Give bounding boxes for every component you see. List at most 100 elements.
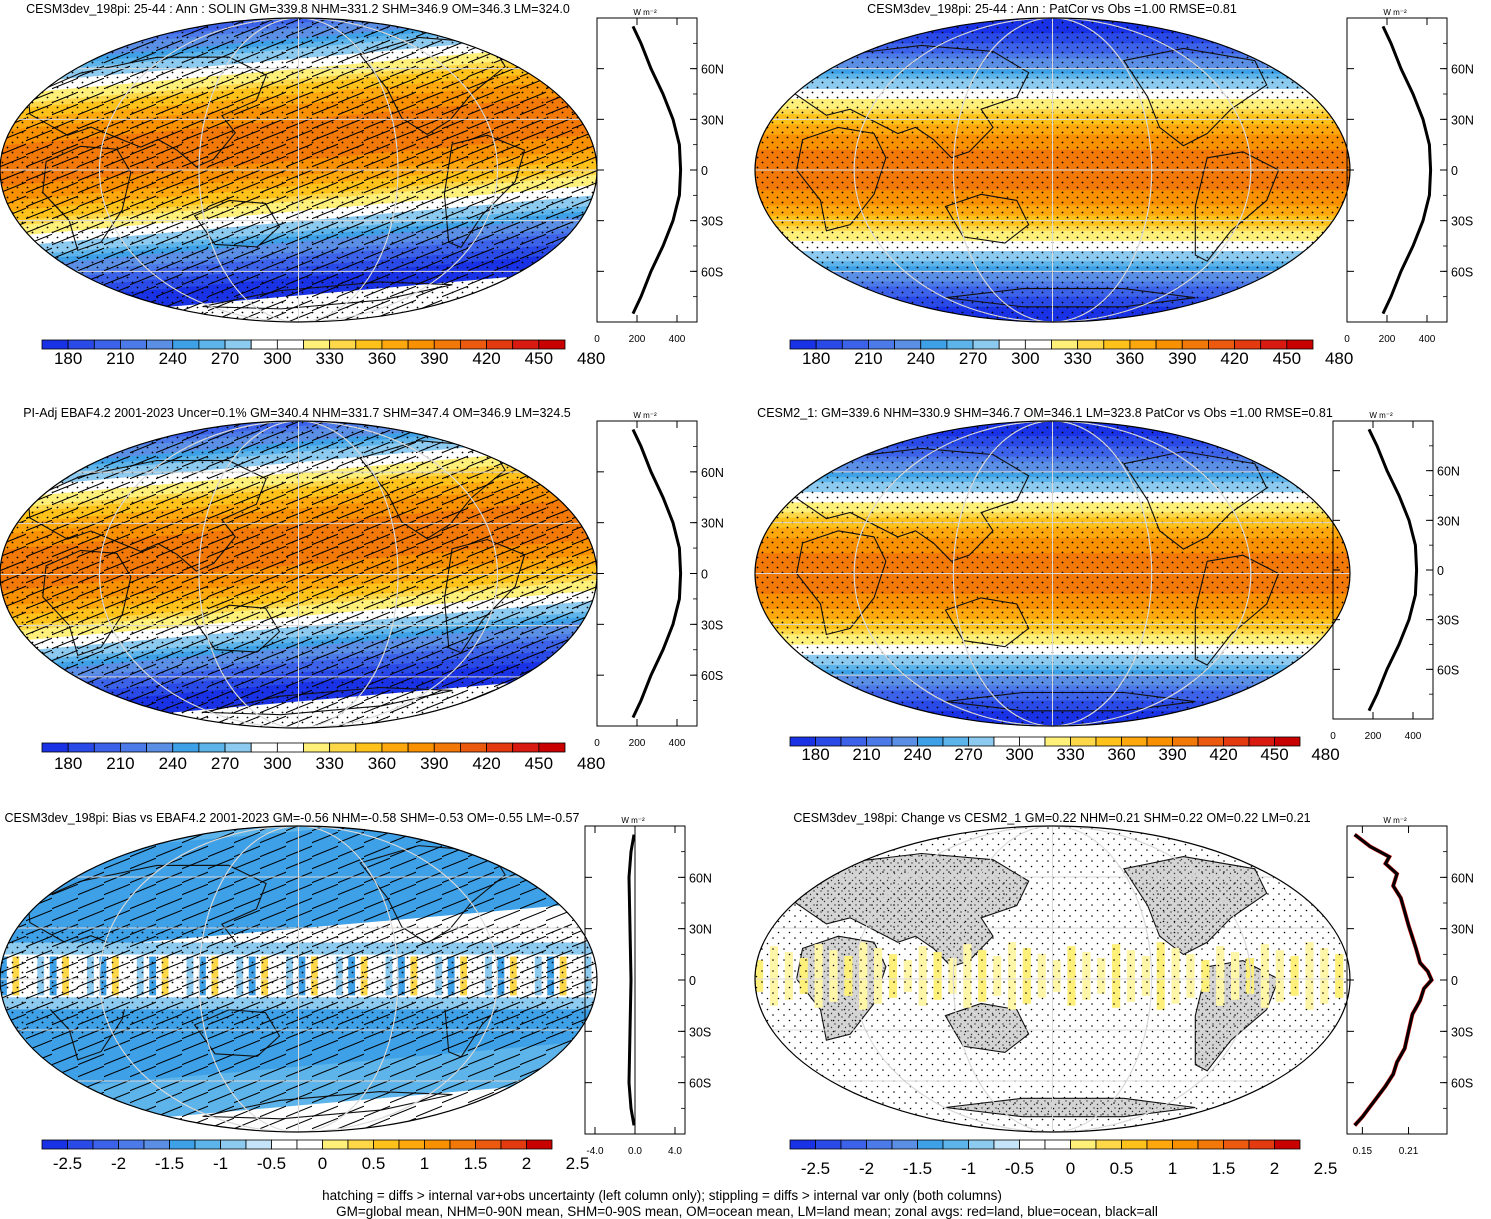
colorbar-tick-label: -2 xyxy=(859,1159,874,1178)
colorbar-swatch xyxy=(815,1139,842,1150)
colorbar-tick-label: 2 xyxy=(1270,1159,1279,1178)
colorbar-swatch xyxy=(146,742,174,753)
colorbar-swatch xyxy=(381,339,409,350)
colorbar-swatch xyxy=(1274,736,1301,747)
colorbar-swatch xyxy=(942,1139,969,1150)
zonal-lat-label: 30S xyxy=(701,215,723,229)
colorbar-swatch xyxy=(198,339,226,350)
map-p4 xyxy=(755,421,1350,726)
colorbar-tick-label: 300 xyxy=(1005,745,1033,764)
map-border-p5 xyxy=(0,825,598,1133)
colorbar-swatch xyxy=(526,1139,553,1150)
colorbar-swatch xyxy=(398,1139,425,1150)
colorbar-p2: 180 210 240 270 300 330 360 390 420 450 480 xyxy=(789,339,1353,368)
colorbar-swatch xyxy=(1274,1139,1301,1150)
colorbar-swatch xyxy=(120,339,147,350)
colorbar-tick-label: -1.5 xyxy=(155,1154,184,1173)
colorbar-swatch xyxy=(433,339,461,350)
zonal-unit-label: W m⁻² xyxy=(1369,411,1393,420)
colorbar-tick-label: 180 xyxy=(54,349,82,368)
colorbar-swatch xyxy=(93,742,121,753)
zonal-x-tick-label: 0.0 xyxy=(628,1146,642,1157)
colorbar-swatch xyxy=(1077,339,1105,350)
colorbar-swatch xyxy=(41,339,69,350)
map-p6 xyxy=(755,826,1350,1132)
zonal-lat-label: 60N xyxy=(1451,871,1474,885)
zonal-x-tick-label: 400 xyxy=(1419,334,1436,345)
zonal-lat-label: 30N xyxy=(701,113,724,127)
zonal-unit-label: W m⁻² xyxy=(621,816,645,825)
colorbar-swatch xyxy=(67,742,95,753)
colorbar-swatch xyxy=(172,339,200,350)
colorbar-swatch xyxy=(245,1139,272,1150)
colorbar-swatch xyxy=(1234,339,1262,350)
colorbar-tick-label: -1.5 xyxy=(903,1159,932,1178)
colorbar-swatch xyxy=(407,742,435,753)
colorbar-swatch xyxy=(868,339,896,350)
colorbar-tick-label: 390 xyxy=(420,349,448,368)
colorbar-swatch xyxy=(271,1139,298,1150)
colorbar-tick-label: -1 xyxy=(213,1154,228,1173)
colorbar-swatch xyxy=(1248,1139,1275,1150)
colorbar-swatch xyxy=(250,339,278,350)
zonal-lat-label: 0 xyxy=(701,568,708,582)
zonal-curve-all xyxy=(631,428,683,719)
zonal-lat-label: 30N xyxy=(689,923,712,937)
zonal-x-tick-label: 400 xyxy=(1405,731,1422,742)
zonal-x-tick-label: 200 xyxy=(1379,334,1396,345)
zonal-curve-all xyxy=(1367,428,1419,712)
colorbar-p1: 180 210 240 270 300 330 360 390 420 450 480 xyxy=(41,339,605,368)
zonal-panel-p2: W m⁻² 60N 30N 0 30S 60S 0 200 400 xyxy=(1344,8,1474,345)
colorbar-tick-label: 240 xyxy=(907,349,935,368)
colorbar-swatch xyxy=(41,1139,68,1150)
zonal-x-tick-label: -4.0 xyxy=(586,1146,604,1157)
colorbar-tick-label: 360 xyxy=(368,754,396,773)
colorbar-swatch xyxy=(424,1139,451,1150)
colorbar-tick-label: -2.5 xyxy=(53,1154,82,1173)
colorbar-tick-label: -0.5 xyxy=(1005,1159,1034,1178)
colorbar-swatch xyxy=(538,742,566,753)
colorbar-swatch xyxy=(1103,339,1131,350)
colorbar-swatch xyxy=(172,742,200,753)
colorbar-swatch xyxy=(1024,339,1052,350)
colorbar-tick-label: 1 xyxy=(1168,1159,1177,1178)
colorbar-tick-label: 330 xyxy=(315,754,343,773)
colorbar-tick-label: 0 xyxy=(1066,1159,1075,1178)
zonal-lat-label: 30N xyxy=(1451,923,1474,937)
zonal-x-tick-label: 200 xyxy=(629,738,646,749)
zonal-lat-label: 30S xyxy=(1451,1025,1473,1039)
colorbar-swatch xyxy=(538,339,566,350)
colorbar-tick-label: 210 xyxy=(852,745,880,764)
zonal-lat-label: 60S xyxy=(1437,663,1459,677)
colorbar-swatch xyxy=(381,742,409,753)
colorbar-swatch xyxy=(1121,1139,1148,1150)
zonal-panel-p3: W m⁻² 60N 30N 0 30S 60S 0 200 400 xyxy=(594,411,724,749)
zonal-unit-label: W m⁻² xyxy=(1383,816,1407,825)
colorbar-swatch xyxy=(968,1139,995,1150)
colorbar-tick-label: 270 xyxy=(959,349,987,368)
colorbar-swatch xyxy=(224,339,252,350)
zonal-unit-label: W m⁻² xyxy=(633,411,657,420)
colorbar-swatch xyxy=(1181,339,1209,350)
colorbar-tick-label: 210 xyxy=(854,349,882,368)
colorbar-tick-label: 420 xyxy=(472,349,500,368)
colorbar-swatch xyxy=(1286,339,1314,350)
colorbar-swatch xyxy=(1044,1139,1071,1150)
colorbar-swatch xyxy=(146,339,174,350)
colorbar-swatch xyxy=(894,339,922,350)
colorbar-swatch xyxy=(224,742,252,753)
colorbar-p5: -2.5 -2 -1.5 -1 -0.5 0 0.5 1 1.5 2 2.5 xyxy=(41,1139,589,1173)
colorbar-swatch xyxy=(143,1139,170,1150)
colorbar-swatch xyxy=(841,339,869,350)
colorbar-tick-label: 450 xyxy=(1273,349,1301,368)
colorbar-tick-label: 1.5 xyxy=(464,1154,488,1173)
zonal-lat-label: 60S xyxy=(1451,265,1473,279)
colorbar-tick-label: -0.5 xyxy=(257,1154,286,1173)
colorbar-tick-label: 180 xyxy=(801,745,829,764)
colorbar-swatch xyxy=(329,742,357,753)
colorbar-swatch xyxy=(296,1139,323,1150)
colorbar-tick-label: 480 xyxy=(1311,745,1339,764)
zonal-lat-label: 0 xyxy=(1451,974,1458,988)
map-p1 xyxy=(0,18,597,322)
